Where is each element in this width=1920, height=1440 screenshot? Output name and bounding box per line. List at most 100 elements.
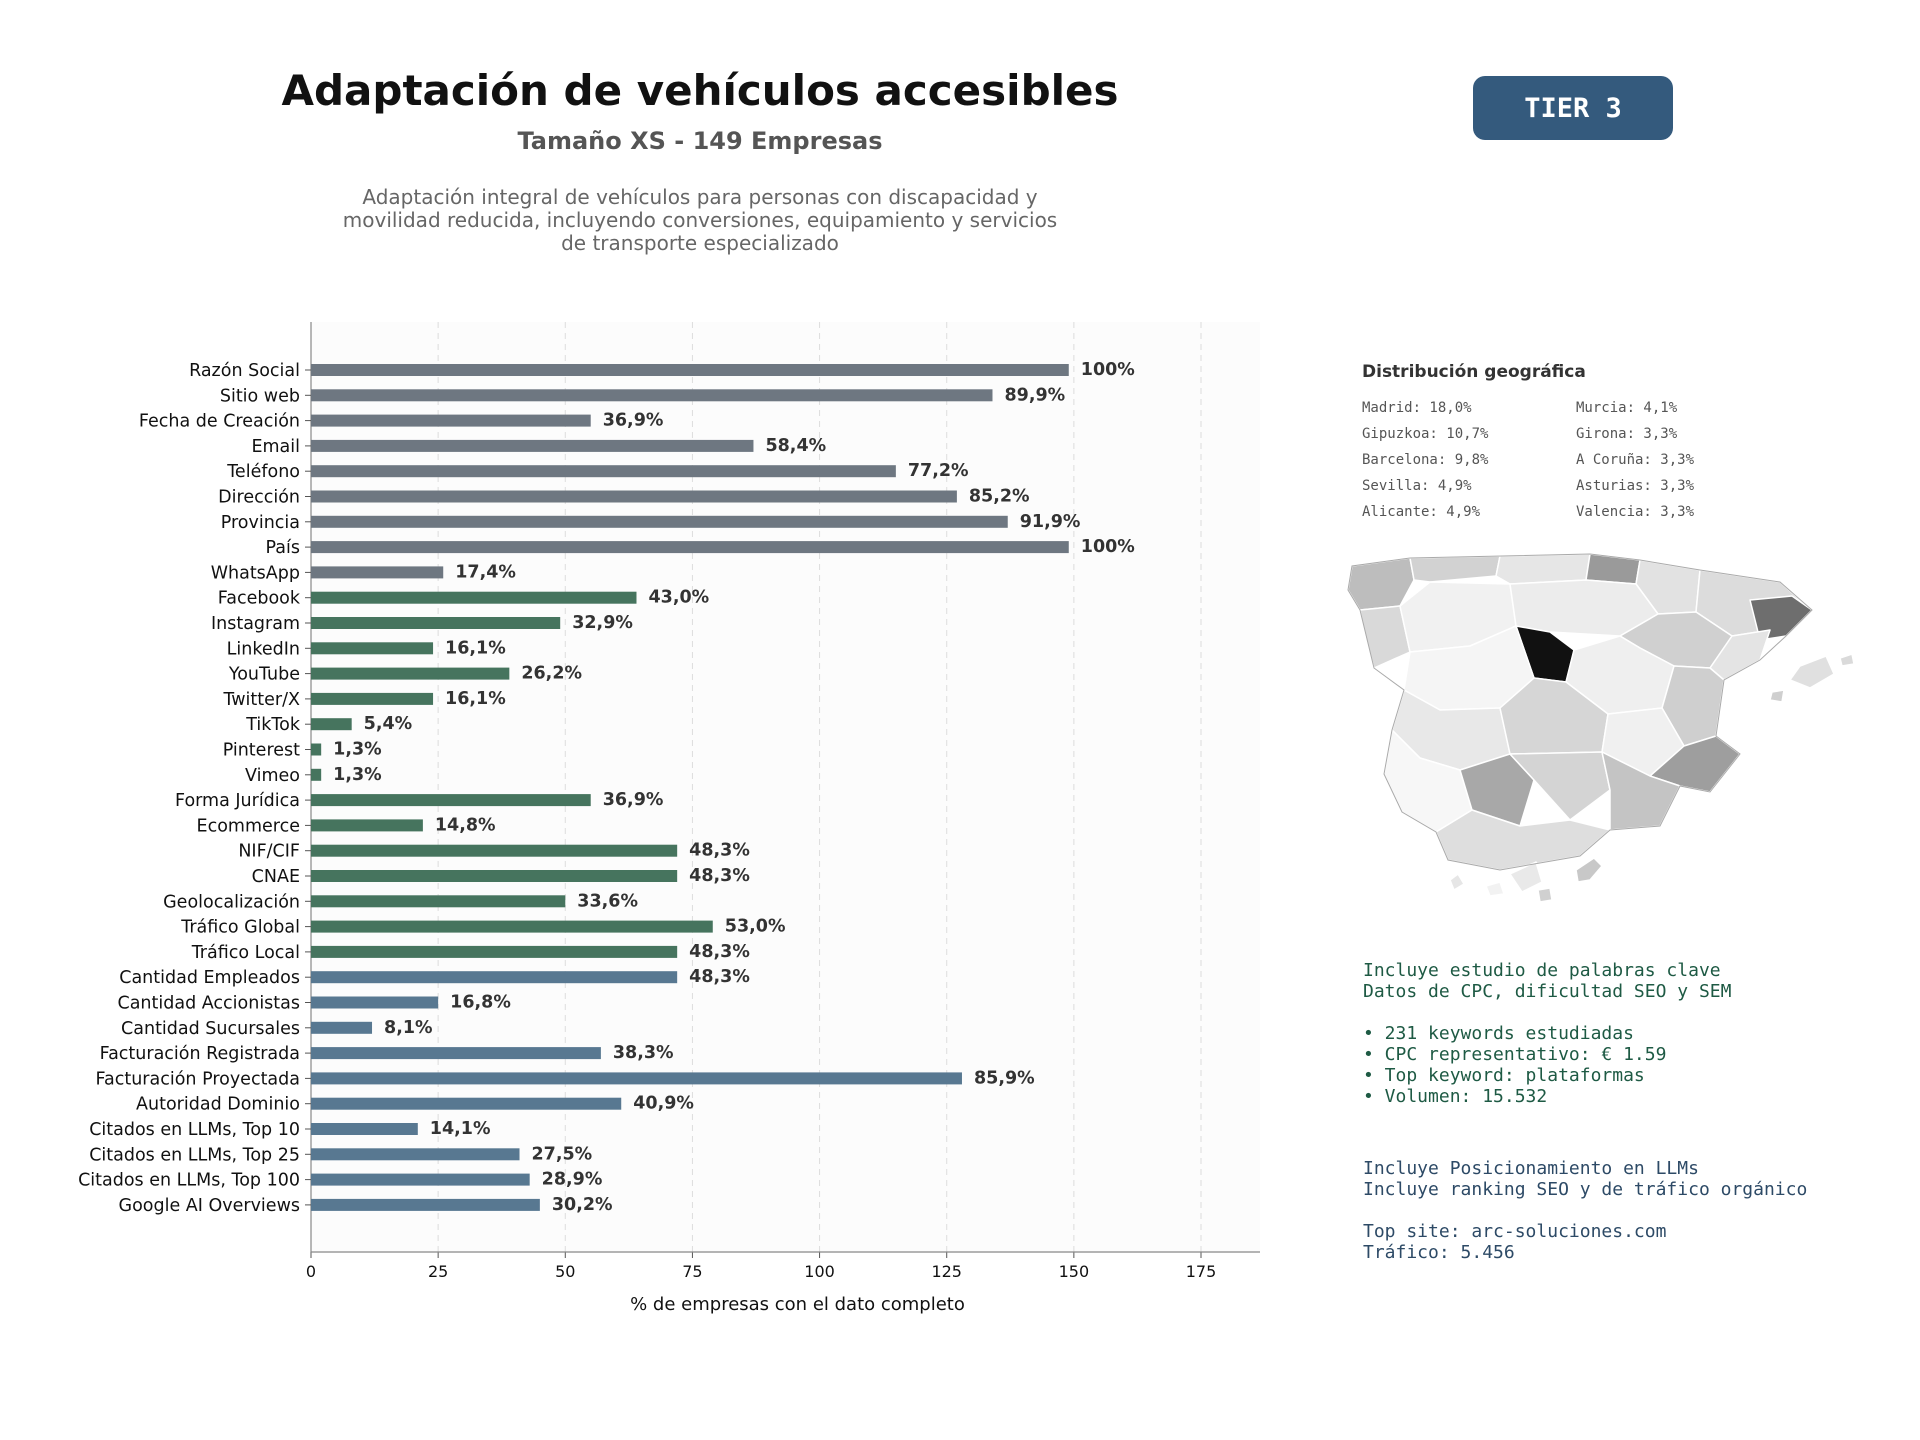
x-tick-label: 75 bbox=[682, 1262, 702, 1281]
geo-title: Distribución geográfica bbox=[1362, 362, 1586, 382]
bar bbox=[311, 364, 1069, 376]
bar-value-label: 85,2% bbox=[969, 487, 1030, 507]
bar-value-label: 58,4% bbox=[765, 436, 826, 456]
map-region bbox=[1459, 753, 1535, 827]
bar-chart: 0 25 50 75 100 125 150 175 Razón Social 100% Sitio… bbox=[78, 322, 1260, 1315]
bar-value-label: 36,9% bbox=[603, 790, 664, 810]
bar bbox=[311, 971, 678, 984]
page-title: Adaptación de vehículos accesibles bbox=[281, 66, 1119, 115]
geo-item: Murcia: 4,1% bbox=[1576, 400, 1678, 416]
bar-value-label: 77,2% bbox=[908, 461, 969, 481]
geo-item: Gipuzkoa: 10,7% bbox=[1362, 426, 1489, 442]
map-region bbox=[1509, 751, 1611, 821]
bar-value-label: 85,9% bbox=[974, 1068, 1035, 1088]
bar-value-label: 26,2% bbox=[521, 664, 582, 684]
bar bbox=[311, 794, 591, 807]
bar bbox=[311, 743, 322, 756]
y-tick-label: NIF/CIF bbox=[238, 842, 300, 862]
bar-value-label: 16,1% bbox=[445, 689, 506, 709]
y-tick-label: LinkedIn bbox=[227, 639, 300, 659]
y-tick-label: País bbox=[266, 538, 300, 558]
bar-value-label: 16,8% bbox=[450, 993, 511, 1013]
y-tick-label: CNAE bbox=[252, 867, 300, 887]
bar-value-label: 43,0% bbox=[648, 588, 709, 608]
y-tick-label: Fecha de Creación bbox=[139, 412, 300, 432]
bar-value-label: 5,4% bbox=[364, 714, 413, 734]
bar bbox=[311, 1123, 418, 1135]
map-region bbox=[1495, 553, 1591, 585]
y-tick-label: Tráfico Global bbox=[180, 918, 300, 938]
map-region bbox=[1409, 555, 1501, 583]
y-tick-label: Facturación Proyectada bbox=[96, 1069, 300, 1089]
bar bbox=[311, 819, 423, 832]
page-subtitle: Tamaño XS - 149 Empresas bbox=[517, 127, 883, 155]
description-line: movilidad reducida, incluyendo conversio… bbox=[342, 208, 1058, 232]
bar bbox=[311, 566, 444, 579]
y-tick-label: Cantidad Accionistas bbox=[117, 994, 300, 1014]
bar bbox=[311, 1047, 601, 1060]
y-tick-label: Cantidad Empleados bbox=[119, 968, 300, 988]
geo-item: Sevilla: 4,9% bbox=[1362, 478, 1472, 494]
keywords-bullet: • 231 keywords estudiadas bbox=[1363, 1023, 1634, 1044]
bar bbox=[311, 490, 957, 503]
x-tick-label: 0 bbox=[306, 1262, 316, 1281]
bar bbox=[311, 870, 678, 882]
map-region bbox=[1449, 873, 1465, 891]
map-region bbox=[1537, 887, 1553, 903]
y-tick-label: Teléfono bbox=[226, 462, 300, 482]
y-tick-label: Forma Jurídica bbox=[175, 791, 300, 811]
map-region bbox=[1359, 605, 1411, 669]
y-tick-label: Tráfico Local bbox=[191, 943, 300, 963]
bar-value-label: 91,9% bbox=[1020, 512, 1081, 532]
y-tick-label: Google AI Overviews bbox=[119, 1196, 300, 1216]
map-region bbox=[1435, 809, 1611, 871]
bar-value-label: 16,1% bbox=[445, 638, 506, 658]
geo-item: Girona: 3,3% bbox=[1576, 426, 1678, 442]
bar-value-label: 48,3% bbox=[689, 967, 750, 987]
x-tick-label: 125 bbox=[931, 1262, 962, 1281]
tier-badge: TIER 3 bbox=[1473, 76, 1673, 140]
map-region bbox=[1769, 689, 1785, 703]
bar bbox=[311, 414, 591, 427]
bar-value-label: 100% bbox=[1081, 360, 1135, 380]
x-axis-label: % de empresas con el dato completo bbox=[630, 1294, 965, 1315]
bar bbox=[311, 439, 754, 452]
y-tick-label: Cantidad Sucursales bbox=[121, 1019, 300, 1039]
bar-value-label: 32,9% bbox=[572, 613, 633, 633]
bar bbox=[311, 1021, 373, 1034]
y-tick-label: Email bbox=[251, 437, 300, 457]
y-tick-label: Autoridad Dominio bbox=[136, 1095, 300, 1115]
keywords-bullet: • Volumen: 15.532 bbox=[1363, 1086, 1548, 1107]
map-region bbox=[1509, 861, 1543, 893]
bar bbox=[311, 1097, 622, 1110]
bar bbox=[311, 692, 434, 705]
map-region bbox=[1789, 655, 1835, 689]
bar-value-label: 28,9% bbox=[542, 1170, 603, 1190]
bar-value-label: 48,3% bbox=[689, 866, 750, 886]
bar-value-label: 1,3% bbox=[333, 740, 382, 760]
y-tick-label: Sitio web bbox=[220, 386, 300, 406]
bar bbox=[311, 945, 678, 958]
map-region bbox=[1575, 857, 1603, 883]
llm-line: Incluye ranking SEO y de tráfico orgánic… bbox=[1363, 1179, 1808, 1200]
bar-value-label: 14,8% bbox=[435, 815, 496, 835]
llm-block: Incluye Posicionamiento en LLMs Incluye … bbox=[1363, 1158, 1807, 1263]
bar-value-label: 27,5% bbox=[532, 1144, 593, 1164]
map-region bbox=[1839, 653, 1855, 667]
bar-value-label: 89,9% bbox=[1004, 385, 1065, 405]
bar bbox=[311, 1198, 540, 1211]
geo-item: Madrid: 18,0% bbox=[1362, 400, 1472, 416]
geo-item: Asturias: 3,3% bbox=[1576, 478, 1695, 494]
bar bbox=[311, 844, 678, 857]
bar bbox=[311, 465, 896, 478]
bar-value-label: 30,2% bbox=[552, 1195, 613, 1215]
y-tick-label: Dirección bbox=[218, 488, 300, 508]
keywords-bullet: • CPC representativo: € 1.59 bbox=[1363, 1044, 1667, 1065]
bar-value-label: 36,9% bbox=[603, 411, 664, 431]
geo-list: Madrid: 18,0% Murcia: 4,1% Gipuzkoa: 10,… bbox=[1362, 400, 1762, 521]
bar-value-label: 17,4% bbox=[455, 562, 516, 582]
map-region bbox=[1585, 553, 1641, 585]
bar-value-label: 33,6% bbox=[577, 891, 638, 911]
x-tick-label: 25 bbox=[428, 1262, 448, 1281]
bar-value-label: 100% bbox=[1081, 537, 1135, 557]
